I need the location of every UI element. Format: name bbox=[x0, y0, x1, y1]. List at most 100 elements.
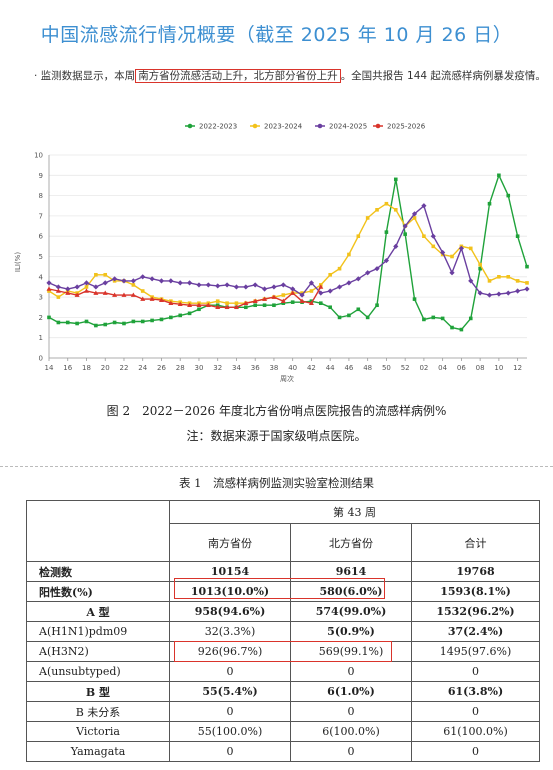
x-tick-label: 10 bbox=[494, 364, 503, 372]
data-point bbox=[205, 282, 211, 288]
data-point bbox=[224, 304, 230, 310]
data-point bbox=[525, 264, 529, 269]
data-point bbox=[515, 234, 520, 238]
cell: 6(1.0%) bbox=[290, 681, 412, 702]
data-point bbox=[56, 320, 61, 325]
data-point bbox=[411, 211, 418, 217]
data-point bbox=[422, 234, 426, 238]
data-point bbox=[253, 303, 257, 308]
data-point bbox=[244, 305, 248, 310]
chart-series bbox=[46, 173, 530, 332]
data-point bbox=[102, 290, 108, 295]
x-axis-label: 周次 bbox=[280, 374, 294, 383]
series-line-2024-2025 bbox=[48, 204, 528, 297]
x-tick-label: 52 bbox=[401, 364, 410, 372]
series-line-2023-2024 bbox=[48, 202, 528, 304]
data-point bbox=[103, 272, 108, 277]
x-tick-label: 44 bbox=[326, 364, 335, 372]
y-axis-label: ILI(%) bbox=[14, 252, 22, 272]
x-tick-label: 04 bbox=[438, 364, 447, 372]
data-point bbox=[46, 286, 52, 291]
x-tick-label: 46 bbox=[344, 364, 353, 372]
data-point bbox=[121, 292, 127, 297]
cell: 0 bbox=[290, 741, 412, 762]
x-tick-label: 08 bbox=[476, 364, 485, 372]
data-point bbox=[233, 304, 239, 310]
data-point bbox=[515, 279, 520, 283]
y-tick-label: 5 bbox=[39, 253, 43, 261]
data-point bbox=[412, 216, 417, 220]
x-tick-label: 30 bbox=[194, 364, 203, 372]
data-point bbox=[478, 266, 482, 271]
data-point bbox=[496, 291, 502, 297]
x-tick-label: 42 bbox=[307, 364, 316, 372]
data-point bbox=[112, 292, 118, 297]
x-tick-label: 34 bbox=[232, 364, 241, 372]
col-header-south: 南方省份 bbox=[169, 523, 291, 562]
data-point bbox=[403, 232, 407, 236]
row-label: A(unsubtyped) bbox=[26, 661, 170, 682]
data-point bbox=[281, 301, 286, 305]
data-point bbox=[384, 201, 389, 206]
cell: 1495(97.6%) bbox=[411, 641, 540, 662]
cell: 37(2.4%) bbox=[411, 621, 540, 642]
legend-label: 2022-2023 bbox=[199, 123, 237, 131]
data-point bbox=[487, 201, 492, 206]
data-point bbox=[130, 278, 136, 284]
data-point bbox=[430, 233, 436, 239]
data-point bbox=[271, 294, 277, 299]
data-point bbox=[468, 316, 473, 321]
intro-prefix: · 监测数据显示，本周 bbox=[34, 70, 136, 82]
cell: 55(100.0%) bbox=[169, 721, 291, 742]
data-point bbox=[74, 292, 80, 297]
data-point bbox=[234, 301, 239, 305]
data-point bbox=[486, 292, 493, 298]
data-point bbox=[94, 272, 98, 277]
ili-line-chart: 2022-2023 2023-2024 2024-2025 2025-2026 012… bbox=[14, 123, 530, 383]
data-point bbox=[140, 319, 145, 324]
table-caption: 表 1 流感样病例监测实验室检测结果 bbox=[179, 476, 374, 490]
data-point bbox=[103, 322, 108, 327]
intro-suffix: 。全国共报告 144 起流感样病例暴发疫情。 bbox=[340, 70, 546, 82]
data-point bbox=[186, 280, 193, 286]
data-point bbox=[327, 288, 333, 294]
col-header-total: 合计 bbox=[411, 523, 540, 562]
x-tick-label: 18 bbox=[82, 364, 91, 372]
chart-legend: 2022-2023 2023-2024 2024-2025 2025-2026 bbox=[185, 123, 426, 131]
x-tick-label: 22 bbox=[120, 364, 129, 372]
data-point bbox=[262, 296, 268, 301]
data-point bbox=[93, 284, 99, 290]
cell: 0 bbox=[169, 701, 291, 722]
data-point bbox=[84, 319, 89, 324]
data-point bbox=[65, 320, 70, 325]
data-point bbox=[402, 223, 408, 229]
data-point bbox=[140, 274, 146, 280]
data-point bbox=[75, 321, 79, 326]
data-point bbox=[215, 283, 221, 289]
data-point bbox=[252, 298, 258, 303]
row-label: 阳性数(%) bbox=[26, 581, 170, 602]
data-point bbox=[74, 284, 80, 290]
x-tick-label: 20 bbox=[101, 364, 110, 372]
x-tick-label: 12 bbox=[513, 364, 522, 372]
x-tick-label: 36 bbox=[251, 364, 260, 372]
figure-note: 注：数据来源于国家级哨点医院。 bbox=[186, 429, 367, 443]
data-point bbox=[281, 293, 286, 297]
x-tick-label: 06 bbox=[457, 364, 466, 372]
legend-label: 2025-2026 bbox=[387, 123, 426, 131]
legend-marker-2025-2026 bbox=[375, 123, 381, 129]
data-point bbox=[158, 297, 164, 302]
data-point bbox=[365, 315, 370, 320]
row-label: Victoria bbox=[26, 721, 170, 742]
cell: 10154 bbox=[169, 561, 291, 582]
cell: 55(5.4%) bbox=[169, 681, 291, 702]
data-point bbox=[347, 252, 351, 257]
data-point bbox=[140, 289, 145, 293]
data-point bbox=[196, 282, 202, 288]
data-point bbox=[356, 234, 361, 238]
y-tick-label: 2 bbox=[39, 314, 43, 322]
figure-caption: 图 2 2022－2026 年度北方省份哨点医院报告的流感样病例% bbox=[106, 404, 447, 418]
y-tick-label: 1 bbox=[39, 334, 43, 342]
data-point bbox=[393, 208, 398, 212]
cell: 5(0.9%) bbox=[290, 621, 412, 642]
